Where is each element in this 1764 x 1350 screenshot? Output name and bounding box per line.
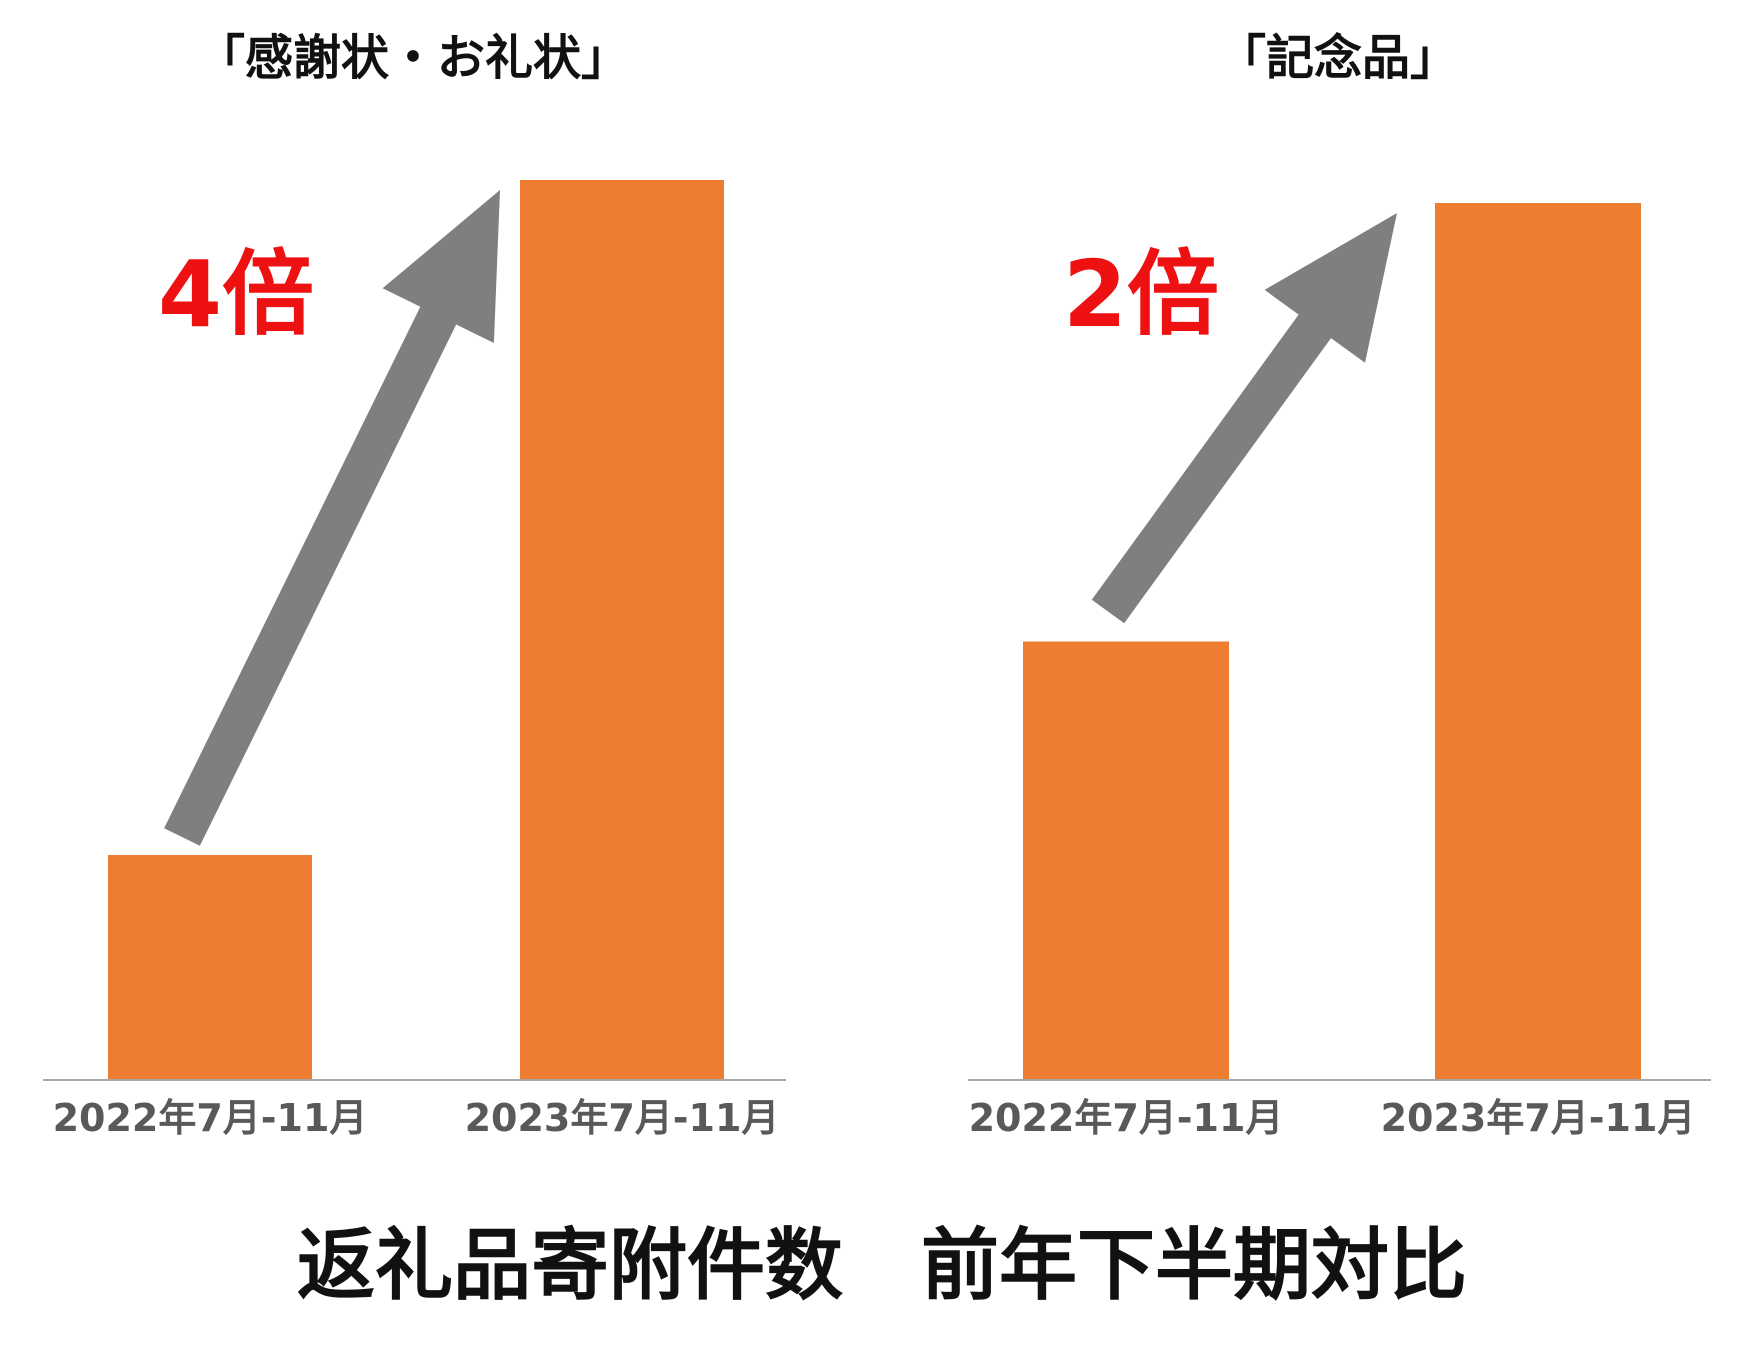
x-tick-label: 2022年7月-11月 xyxy=(53,1096,368,1140)
caption: 返礼品寄附件数 前年下半期対比 xyxy=(296,1221,1467,1311)
bar-2022 xyxy=(1023,641,1229,1080)
ratio-annotation: 4倍 xyxy=(158,241,314,348)
chart-title-commemorative-goods: 「記念品」 xyxy=(1217,30,1458,86)
bar-2023 xyxy=(1435,203,1641,1080)
ratio-annotation: 2倍 xyxy=(1063,241,1219,348)
bar-chart-1: 2022年7月-11月 2023年7月-11月 2倍 xyxy=(968,203,1711,1140)
chart-title-thank-you-letters: 「感謝状・お礼状」 xyxy=(196,30,629,86)
x-tick-label: 2023年7月-11月 xyxy=(1381,1096,1696,1140)
bar-2023 xyxy=(520,180,724,1080)
bar-chart-0: 2022年7月-11月 2023年7月-11月 4倍 xyxy=(43,180,786,1140)
charts-canvas: 2022年7月-11月 2023年7月-11月 4倍 2022年7月-11月 2023年… xyxy=(43,180,1711,1140)
bar-2022 xyxy=(108,855,312,1080)
x-tick-label: 2022年7月-11月 xyxy=(969,1096,1284,1140)
growth-arrow xyxy=(164,190,500,846)
growth-arrow xyxy=(1091,213,1397,624)
x-tick-label: 2023年7月-11月 xyxy=(465,1096,780,1140)
